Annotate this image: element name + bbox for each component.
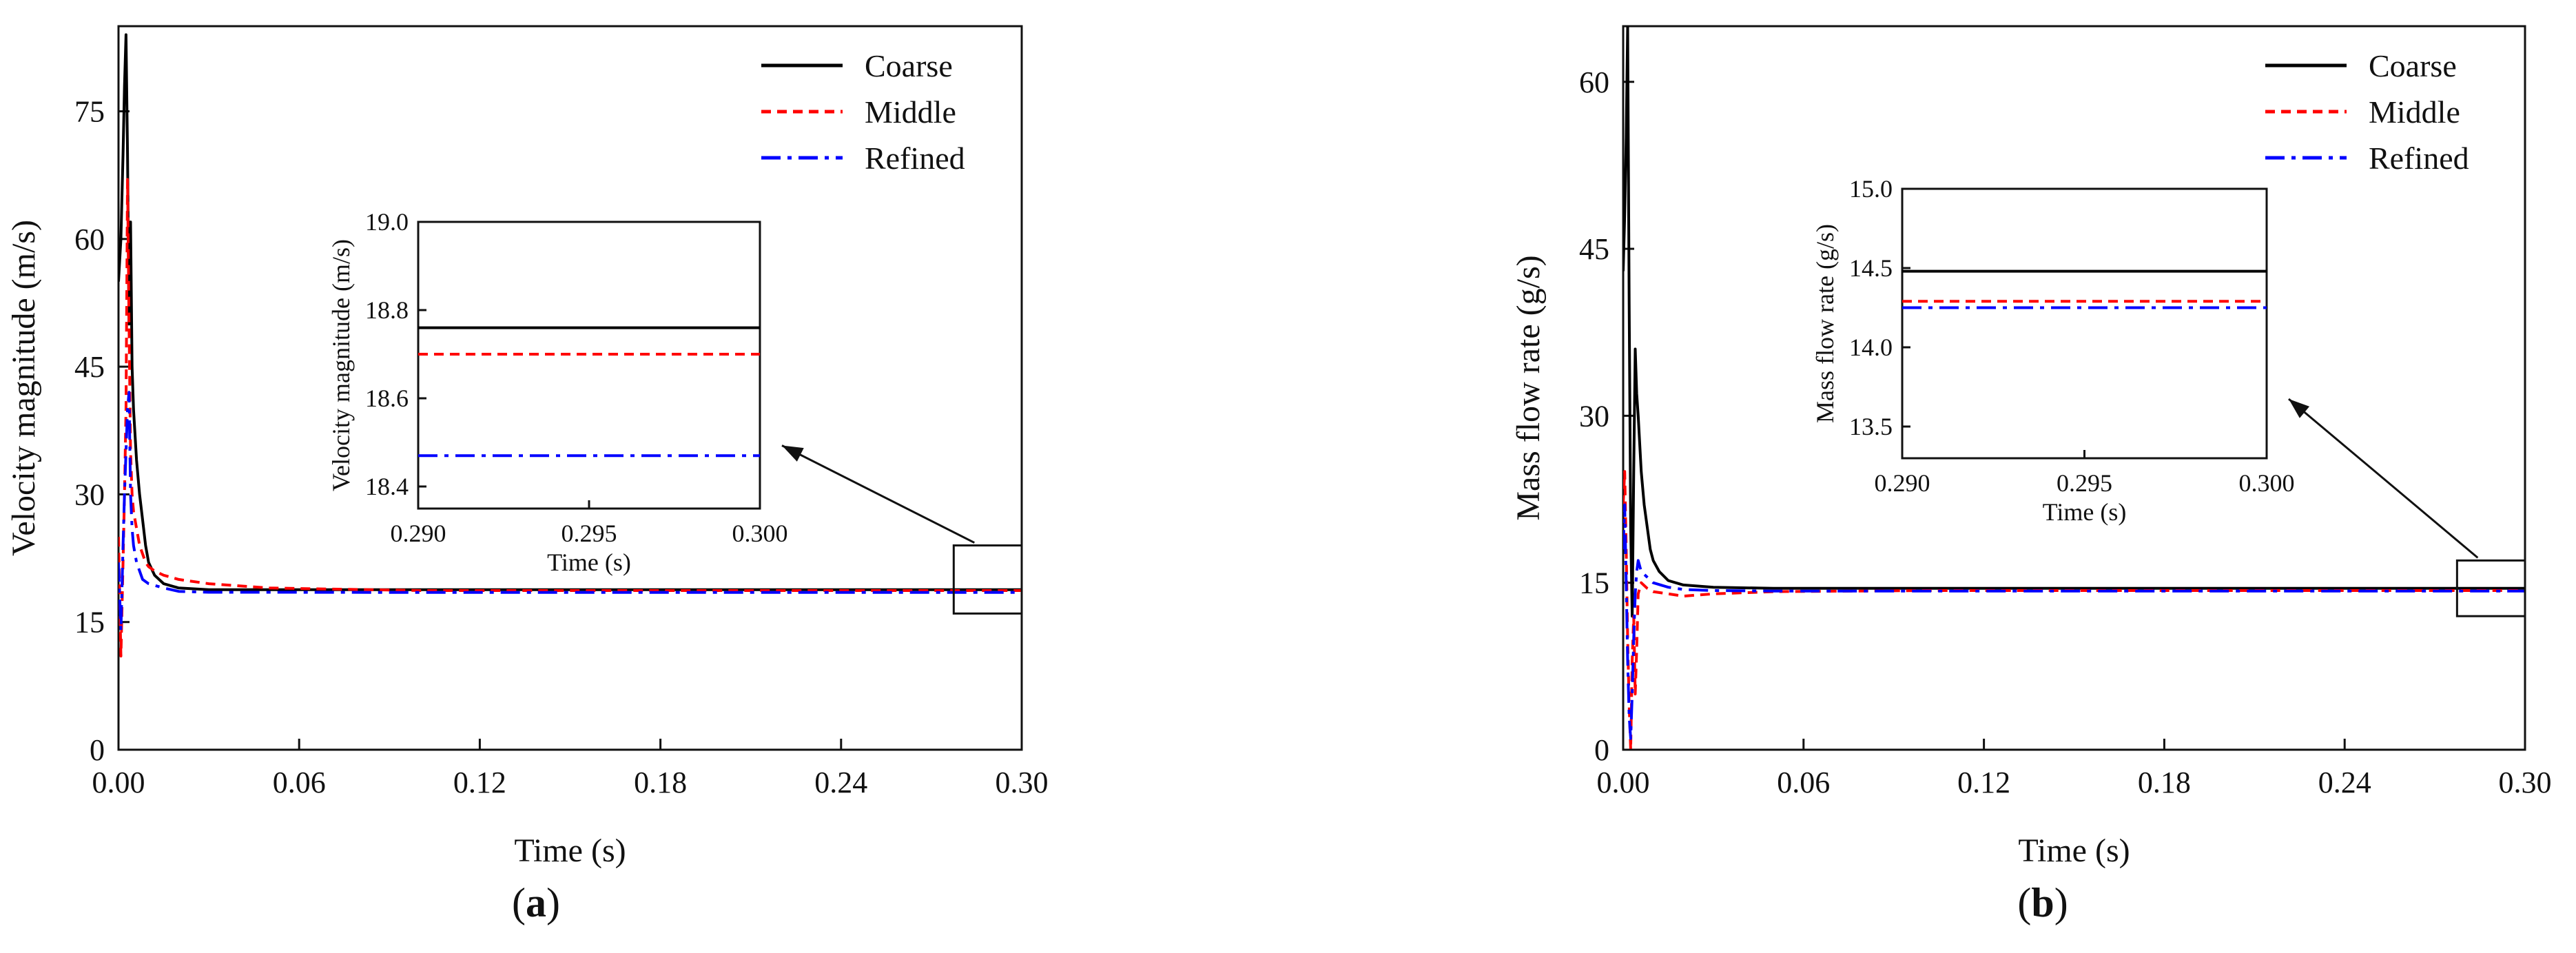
panel-caption: (b)	[2017, 880, 2068, 925]
series-line-refined	[119, 391, 1022, 633]
inset-x-tick-label: 0.300	[732, 520, 788, 547]
legend-label-middle: Middle	[865, 94, 956, 130]
zoom-arrow-line	[781, 444, 975, 544]
inset-y-tick-label: 18.6	[365, 385, 409, 412]
series-line-refined	[1623, 503, 2525, 740]
caption-open-paren: (	[2017, 880, 2031, 925]
series-line-coarse	[119, 33, 1022, 591]
inset-y-tick-label: 15.0	[1849, 175, 1893, 203]
legend-label-refined: Refined	[865, 141, 965, 176]
y-tick-label: 30	[74, 478, 105, 511]
x-tick-label: 0.12	[453, 766, 506, 799]
inset-frame	[1901, 187, 2268, 460]
caption-letter: b	[2031, 880, 2054, 925]
y-axis-label: Mass flow rate (g/s)	[1510, 255, 1547, 520]
y-tick-label: 45	[74, 350, 105, 384]
series-line-coarse	[1623, 26, 2525, 618]
inset-x-axis-label: Time (s)	[547, 549, 631, 576]
y-axis-label: Velocity magnitude (m/s)	[6, 220, 42, 556]
inset-x-tick-label: 0.290	[391, 520, 446, 547]
inset-x-tick-label: 0.300	[2239, 469, 2295, 497]
y-tick-label: 75	[74, 95, 105, 129]
y-tick-label: 15	[74, 606, 105, 639]
x-tick-label: 0.06	[273, 766, 326, 799]
inset-y-tick-label: 13.5	[1849, 413, 1893, 440]
x-tick-label: 0.06	[1777, 766, 1830, 799]
inset-y-tick-label: 14.0	[1849, 334, 1893, 361]
inset-y-tick-label: 19.0	[365, 208, 409, 236]
caption-close-paren: )	[546, 880, 560, 925]
y-tick-label: 0	[90, 733, 105, 767]
legend-label-refined: Refined	[2369, 141, 2469, 176]
y-tick-label: 15	[1579, 566, 1609, 600]
x-axis-label: Time (s)	[2018, 832, 2130, 869]
legend-label-coarse: Coarse	[865, 48, 953, 83]
panel-a: 0.00 0.06 0.12 0.18 0.24 0.3001530456075Time …	[6, 25, 1049, 925]
inset-y-tick-label: 18.8	[365, 296, 409, 324]
inset-y-axis-label: Mass flow rate (g/s)	[1811, 224, 1839, 423]
zoom-box	[2455, 559, 2526, 617]
x-axis-label: Time (s)	[514, 832, 626, 869]
y-tick-label: 60	[1579, 65, 1609, 99]
zoom-arrow-head	[2289, 398, 2310, 418]
inset-y-tick-label: 18.4	[365, 473, 409, 500]
x-tick-label: 0.00	[1597, 766, 1650, 799]
x-tick-label: 0.18	[2138, 766, 2191, 799]
x-tick-label: 0.00	[92, 766, 145, 799]
x-tick-label: 0.12	[1957, 766, 2010, 799]
x-tick-label: 0.24	[2318, 766, 2371, 799]
x-tick-label: 0.30	[2499, 766, 2552, 799]
caption-letter: a	[526, 880, 546, 925]
panel-caption: (a)	[512, 880, 560, 925]
inset-x-tick-label: 0.295	[2057, 469, 2112, 497]
y-tick-label: 0	[1594, 733, 1609, 767]
plot-frame	[117, 25, 1023, 751]
plot-frame	[1622, 25, 2526, 751]
inset-x-tick-label: 0.295	[561, 520, 617, 547]
caption-open-paren: (	[512, 880, 526, 925]
legend-label-coarse: Coarse	[2369, 48, 2457, 83]
y-tick-label: 60	[74, 223, 105, 256]
zoom-arrow-head	[782, 445, 804, 462]
inset-x-tick-label: 0.290	[1875, 469, 1930, 497]
y-tick-label: 45	[1579, 232, 1609, 266]
caption-close-paren: )	[2054, 880, 2068, 925]
zoom-box	[952, 544, 1023, 615]
legend-label-middle: Middle	[2369, 94, 2460, 130]
x-tick-label: 0.24	[814, 766, 867, 799]
x-tick-label: 0.30	[996, 766, 1049, 799]
zoom-arrow-line	[2288, 398, 2479, 559]
inset-x-axis-label: Time (s)	[2043, 498, 2127, 526]
x-tick-label: 0.18	[634, 766, 687, 799]
inset-y-tick-label: 14.5	[1849, 254, 1893, 282]
inset-frame	[417, 221, 761, 510]
inset-y-axis-label: Velocity magnitude (m/s)	[327, 239, 355, 491]
y-tick-label: 30	[1579, 399, 1609, 433]
